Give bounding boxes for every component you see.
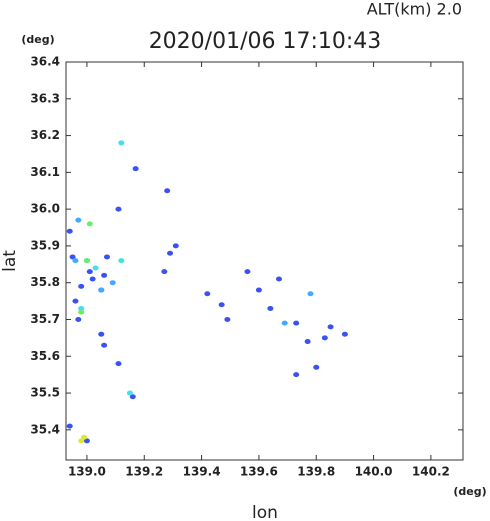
echo-point: [313, 364, 320, 370]
echo-point: [78, 438, 85, 444]
echo-point: [103, 254, 110, 260]
y-tick-label: 36.3: [30, 91, 60, 105]
y-tick-label: 36.2: [30, 128, 60, 142]
echo-point: [101, 272, 108, 278]
echo-point: [275, 276, 282, 282]
echo-point: [115, 361, 122, 367]
echo-point: [86, 221, 93, 227]
echo-point: [204, 291, 211, 297]
echo-point: [224, 316, 231, 322]
echo-point: [66, 423, 73, 429]
echo-point: [321, 335, 328, 341]
echo-point: [89, 276, 96, 282]
echo-point: [98, 331, 105, 337]
echo-point: [72, 258, 79, 264]
x-tick-label: 140.2: [412, 465, 450, 479]
x-tick-label: 139.6: [240, 465, 278, 479]
y-tick-label: 36.1: [30, 165, 60, 179]
echo-point: [267, 305, 274, 311]
y-tick-label: 35.9: [30, 238, 60, 252]
echo-point: [86, 269, 93, 275]
echo-point: [83, 438, 90, 444]
echo-point: [126, 390, 133, 396]
echo-point: [115, 206, 122, 212]
echo-point: [293, 372, 300, 378]
echo-point: [281, 320, 288, 326]
y-tick-label: 35.8: [30, 275, 60, 289]
echo-point: [244, 269, 251, 275]
chart-title: 2020/01/06 17:10:43: [149, 29, 382, 54]
echo-point: [341, 331, 348, 337]
x-tick-label: 139.4: [183, 465, 221, 479]
echo-point: [172, 243, 179, 249]
echo-point: [307, 291, 314, 297]
echo-point: [66, 228, 73, 234]
echo-point: [167, 250, 174, 256]
echo-point: [69, 254, 76, 260]
y-unit: (deg): [21, 33, 54, 46]
echo-point: [92, 265, 99, 271]
y-tick-label: 35.7: [30, 312, 60, 326]
echo-point: [255, 287, 262, 293]
echo-point: [218, 302, 225, 308]
echo-point: [81, 434, 88, 440]
y-tick-label: 36.4: [30, 55, 60, 69]
echo-point: [109, 280, 116, 286]
echo-point: [132, 166, 139, 172]
x-axis-label: lon: [252, 503, 278, 521]
x-tick-label: 139.2: [125, 465, 163, 479]
plot-frame: [65, 61, 464, 461]
x-tick-label: 139.0: [68, 465, 106, 479]
echo-point: [101, 342, 108, 348]
y-tick-label: 36.0: [30, 202, 60, 216]
echo-point: [129, 394, 136, 400]
x-tick-label: 139.8: [297, 465, 335, 479]
echo-point: [293, 320, 300, 326]
x-unit: (deg): [453, 485, 486, 498]
echo-point: [304, 339, 311, 345]
y-tick-label: 35.5: [30, 386, 60, 400]
echo-point: [78, 283, 85, 289]
echo-point: [118, 140, 125, 146]
x-tick-label: 140.0: [355, 465, 393, 479]
echo-point: [164, 188, 171, 194]
echo-point: [98, 287, 105, 293]
echo-point: [78, 305, 85, 311]
echo-point: [78, 309, 85, 315]
echo-point: [72, 298, 79, 304]
echo-point: [83, 258, 90, 264]
echo-point: [118, 258, 125, 264]
echo-point: [75, 217, 82, 223]
y-tick-label: 35.6: [30, 349, 60, 363]
y-tick-label: 35.4: [30, 422, 60, 436]
echo-point: [75, 316, 82, 322]
echo-point: [327, 324, 334, 330]
y-axis-label: lat: [0, 250, 20, 272]
echo-point: [161, 269, 168, 275]
altitude-label: ALT(km) 2.0: [367, 0, 462, 19]
